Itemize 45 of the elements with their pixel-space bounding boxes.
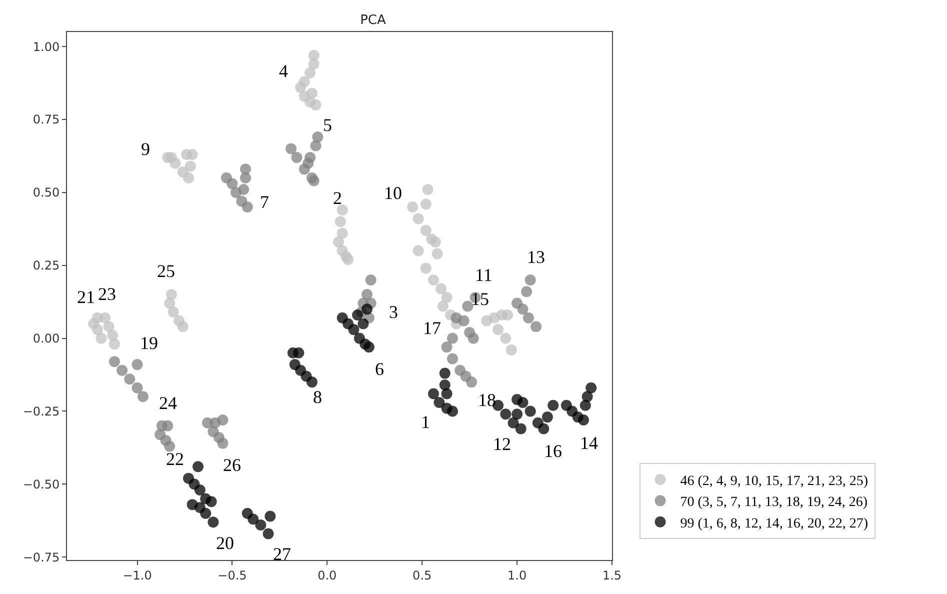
- annotation: 7: [260, 192, 269, 212]
- annotation: 16: [544, 441, 562, 461]
- annotation: 17: [423, 318, 441, 338]
- annotation: 26: [223, 455, 241, 475]
- annotation: 23: [98, 284, 116, 304]
- x-tick-label: 1.0: [508, 568, 527, 582]
- annotation: 24: [159, 393, 177, 413]
- annotation: 22: [166, 449, 184, 469]
- x-tick-label: −1.0: [122, 568, 152, 582]
- y-tick-label: 0.00: [32, 332, 60, 346]
- annotation: 2: [333, 188, 342, 208]
- annotation: 12: [493, 434, 511, 454]
- annotation: 19: [140, 333, 158, 353]
- x-tick-label: 0.0: [318, 568, 337, 582]
- x-tick-label: 1.5: [602, 568, 622, 582]
- annotation: 13: [527, 247, 545, 267]
- x-tick-label: 0.5: [412, 568, 432, 582]
- annotation: 8: [313, 387, 322, 407]
- annotation: 3: [389, 302, 398, 322]
- annotation: 14: [580, 433, 598, 453]
- annotation: 15: [471, 289, 489, 309]
- annotation: 11: [475, 265, 492, 285]
- annotation: 5: [323, 115, 332, 135]
- annotation: 21: [77, 287, 95, 307]
- legend-label: 46 (2, 4, 9, 10, 15, 17, 21, 23, 25): [680, 474, 868, 489]
- annotation: 27: [273, 544, 291, 564]
- y-tick-label: 0.25: [32, 258, 60, 273]
- annotation: 1: [421, 412, 430, 432]
- x-tick-label: −0.5: [218, 568, 247, 582]
- annotation: 9: [141, 139, 150, 159]
- y-tick-label: −0.25: [22, 404, 60, 418]
- annotation: 20: [216, 533, 234, 553]
- annotation: 18: [478, 390, 496, 410]
- y-tick-label: 1.00: [32, 40, 60, 54]
- y-tick-label: −0.75: [22, 550, 60, 564]
- legend-label: 70 (3, 5, 7, 11, 13, 18, 19, 24, 26): [680, 495, 868, 510]
- legend-label: 99 (1, 6, 8, 12, 14, 16, 20, 22, 27): [680, 516, 868, 532]
- y-tick-label: 0.50: [32, 186, 60, 200]
- annotation: 6: [375, 359, 384, 379]
- annotation: 4: [279, 61, 288, 81]
- y-tick-label: 0.75: [32, 112, 60, 127]
- chart-title: PCA: [360, 12, 386, 28]
- annotation: 25: [157, 261, 175, 281]
- annotation: 10: [384, 183, 402, 203]
- y-tick-label: −0.50: [22, 477, 60, 492]
